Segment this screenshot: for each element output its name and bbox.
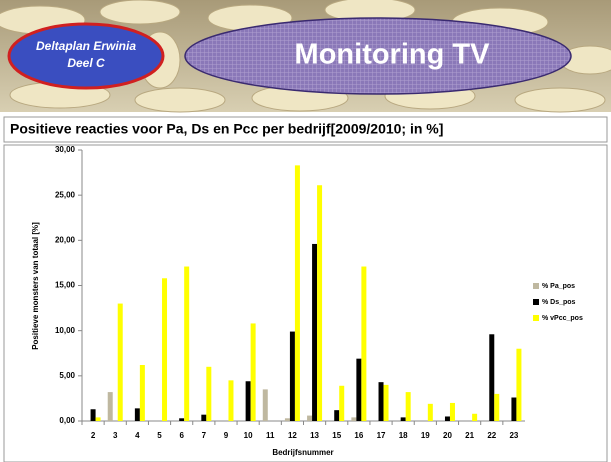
bar bbox=[295, 165, 300, 421]
x-axis-title: Bedrijfsnummer bbox=[272, 448, 333, 457]
x-tick-label: 20 bbox=[443, 431, 452, 440]
bar bbox=[379, 382, 384, 421]
badge-line: Deel C bbox=[67, 56, 105, 70]
bar bbox=[356, 359, 361, 421]
bar bbox=[494, 394, 499, 421]
legend-label: % vPcc_pos bbox=[542, 315, 583, 322]
legend-label: % Ds_pos bbox=[542, 299, 576, 306]
x-tick-label: 9 bbox=[224, 431, 229, 440]
y-axis-title: Positieve monsters van totaal [%] bbox=[31, 222, 40, 350]
bar bbox=[162, 278, 167, 421]
bar bbox=[312, 244, 317, 421]
bar bbox=[96, 417, 101, 421]
x-tick-label: 6 bbox=[179, 431, 184, 440]
x-tick-label: 10 bbox=[244, 431, 253, 440]
bar bbox=[91, 409, 96, 421]
x-tick-label: 19 bbox=[421, 431, 430, 440]
slide: Deltaplan Erwinia Deel C Monitoring TV P… bbox=[0, 0, 611, 462]
bar bbox=[108, 392, 113, 421]
bar bbox=[246, 381, 251, 421]
bar bbox=[489, 334, 494, 421]
x-tick-label: 2 bbox=[91, 431, 96, 440]
bar bbox=[339, 386, 344, 421]
bar bbox=[184, 267, 189, 421]
y-tick-label: 10,00 bbox=[55, 326, 76, 335]
x-tick-label: 22 bbox=[487, 431, 496, 440]
x-tick-label: 21 bbox=[465, 431, 474, 440]
x-tick-label: 15 bbox=[332, 431, 341, 440]
legend-swatch bbox=[533, 299, 539, 305]
bar bbox=[135, 408, 140, 421]
bar bbox=[118, 304, 123, 421]
x-tick-label: 11 bbox=[266, 431, 275, 440]
bar bbox=[228, 380, 233, 421]
x-tick-label: 13 bbox=[310, 431, 319, 440]
bar bbox=[263, 389, 268, 421]
bar bbox=[206, 367, 211, 421]
legend-label: % Pa_pos bbox=[542, 283, 575, 290]
y-tick-label: 30,00 bbox=[55, 145, 76, 154]
bar bbox=[334, 410, 339, 421]
bar bbox=[351, 417, 356, 421]
bar bbox=[317, 185, 322, 421]
bar bbox=[511, 398, 516, 421]
y-tick-label: 20,00 bbox=[55, 235, 76, 244]
bar bbox=[201, 415, 206, 421]
x-tick-label: 18 bbox=[399, 431, 408, 440]
bar bbox=[361, 267, 366, 421]
y-tick-label: 25,00 bbox=[55, 190, 76, 199]
y-tick-label: 15,00 bbox=[55, 281, 76, 290]
x-tick-label: 3 bbox=[113, 431, 118, 440]
x-tick-label: 23 bbox=[509, 431, 518, 440]
bar bbox=[428, 404, 433, 421]
bar bbox=[290, 332, 295, 421]
x-tick-label: 12 bbox=[288, 431, 297, 440]
bar bbox=[384, 385, 389, 421]
bar bbox=[406, 392, 411, 421]
bar bbox=[140, 365, 145, 421]
x-tick-label: 17 bbox=[377, 431, 386, 440]
x-tick-label: 5 bbox=[157, 431, 162, 440]
bar bbox=[307, 416, 312, 421]
bar bbox=[450, 403, 455, 421]
legend-swatch bbox=[533, 283, 539, 289]
legend-swatch bbox=[533, 315, 539, 321]
bar bbox=[472, 414, 477, 421]
bar bbox=[401, 417, 406, 421]
y-tick-label: 5,00 bbox=[59, 371, 75, 380]
x-tick-label: 7 bbox=[202, 431, 207, 440]
x-tick-label: 16 bbox=[354, 431, 363, 440]
bar bbox=[445, 416, 450, 421]
badge-line: Deltaplan Erwinia bbox=[36, 39, 136, 53]
bar bbox=[251, 323, 256, 421]
bar bbox=[179, 418, 184, 421]
chart-title: Positieve reacties voor Pa, Ds en Pcc pe… bbox=[10, 121, 443, 137]
bar bbox=[516, 349, 521, 421]
bar bbox=[285, 418, 290, 421]
x-tick-label: 4 bbox=[135, 431, 140, 440]
y-tick-label: 0,00 bbox=[59, 416, 75, 425]
slide-title: Monitoring TV bbox=[295, 39, 491, 71]
